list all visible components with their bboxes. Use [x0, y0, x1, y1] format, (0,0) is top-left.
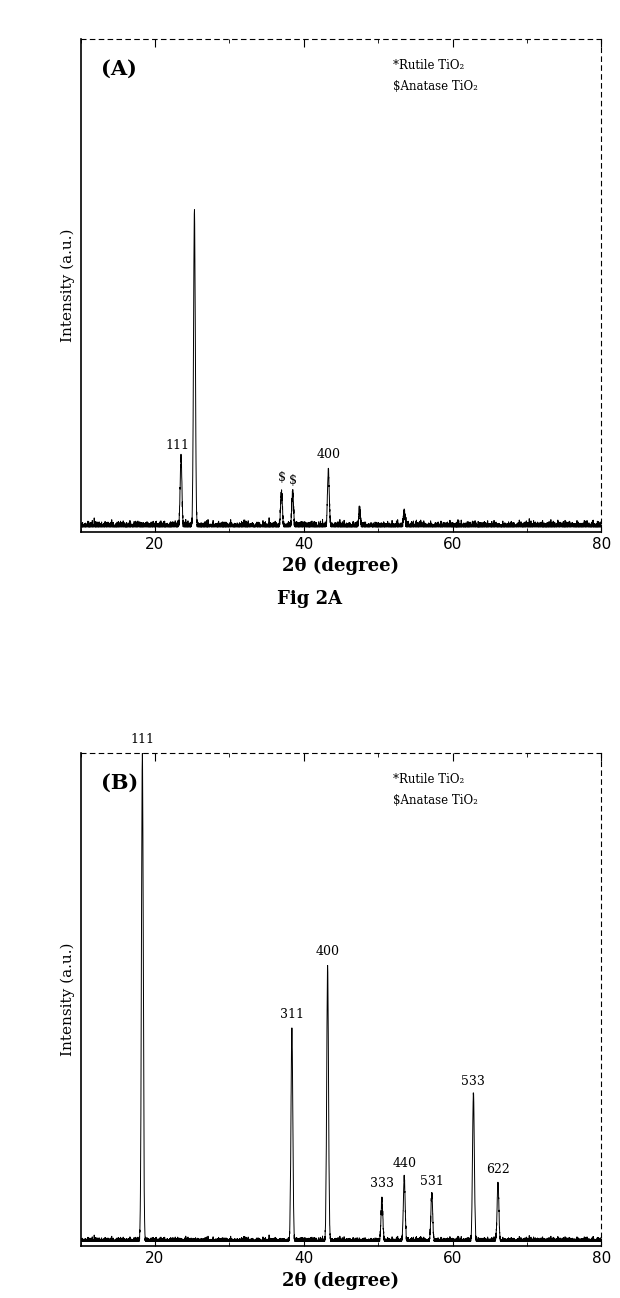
- X-axis label: 2θ (degree): 2θ (degree): [283, 557, 399, 575]
- Text: 333: 333: [370, 1177, 394, 1190]
- Text: $: $: [278, 471, 285, 484]
- X-axis label: 2θ (degree): 2θ (degree): [283, 1272, 399, 1290]
- Y-axis label: Intensity (a.u.): Intensity (a.u.): [61, 942, 75, 1057]
- Text: *Rutile TiO₂
$Anatase TiO₂: *Rutile TiO₂ $Anatase TiO₂: [393, 58, 478, 92]
- Text: 311: 311: [280, 1007, 304, 1020]
- Text: $: $: [289, 474, 296, 487]
- Text: 400: 400: [316, 448, 340, 461]
- Y-axis label: Intensity (a.u.): Intensity (a.u.): [61, 228, 75, 343]
- Text: 400: 400: [316, 945, 340, 958]
- Text: (B): (B): [102, 774, 139, 793]
- Text: 111: 111: [166, 439, 189, 452]
- Text: Fig 2A: Fig 2A: [277, 591, 343, 607]
- Text: 533: 533: [461, 1075, 485, 1088]
- Text: 440: 440: [392, 1158, 416, 1171]
- Text: (A): (A): [102, 58, 137, 79]
- Text: 111: 111: [130, 733, 154, 746]
- Text: *Rutile TiO₂
$Anatase TiO₂: *Rutile TiO₂ $Anatase TiO₂: [393, 774, 478, 807]
- Text: 531: 531: [420, 1176, 444, 1189]
- Text: 622: 622: [486, 1163, 510, 1176]
